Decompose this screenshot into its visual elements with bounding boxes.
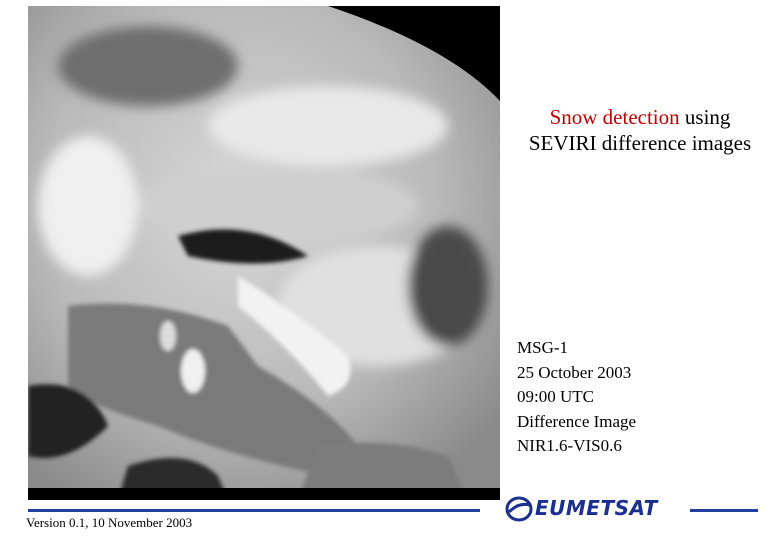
info-block: MSG-1 25 October 2003 09:00 UTC Difference …	[517, 336, 636, 459]
info-line: Difference Image	[517, 411, 637, 431]
title-highlight: Snow detection	[549, 105, 680, 129]
divider	[690, 509, 758, 512]
info-line: 25 October 2003	[517, 362, 632, 382]
logo-icon	[505, 496, 533, 522]
info-line: MSG-1	[517, 338, 569, 357]
title: Snow detection using SEVIRI difference im…	[500, 104, 780, 156]
satellite-image	[28, 6, 500, 500]
title-line: SEVIRI difference images	[528, 131, 752, 155]
info-line: 09:00 UTC	[517, 387, 594, 406]
logo-text: EUMETSAT	[535, 496, 658, 520]
info-line: NIR1.6-VIS0.6	[517, 436, 622, 455]
version: Version 0.1, 10 November 2003	[26, 515, 193, 530]
title-text: using	[684, 105, 731, 129]
divider	[28, 509, 480, 512]
